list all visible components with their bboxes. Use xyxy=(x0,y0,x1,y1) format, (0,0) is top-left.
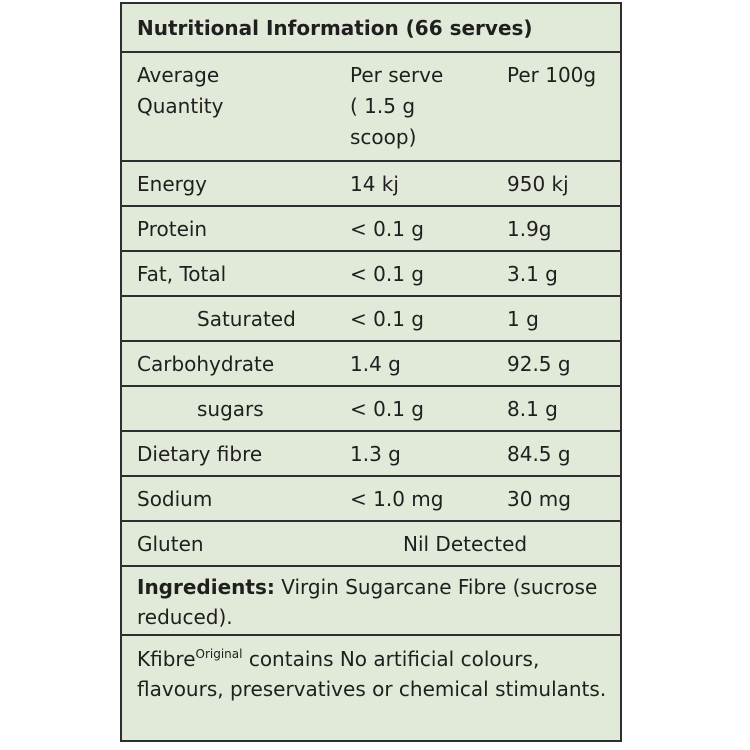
ingredients-label: Ingredients: xyxy=(137,575,275,599)
ingredients-text: Ingredients: Virgin Sugarcane Fibre (suc… xyxy=(137,572,608,632)
row-label: Saturated xyxy=(197,307,296,331)
row-label: Carbohydrate xyxy=(137,352,275,376)
ingredients-row: Ingredients: Virgin Sugarcane Fibre (suc… xyxy=(122,567,620,636)
row-per-serve: < 0.1 g xyxy=(350,307,424,331)
header-per-100g: Per 100g xyxy=(507,63,597,87)
row-per-100g: 1 g xyxy=(507,307,539,331)
row-label: sugars xyxy=(197,397,264,421)
ingredients-value: Virgin Sugarcane Fibre (sucrose reduced)… xyxy=(137,575,598,629)
header-serve-size: ( 1.5 g xyxy=(350,94,416,118)
row-per-100g: 950 kj xyxy=(507,172,569,196)
row-per-100g: 84.5 g xyxy=(507,442,571,466)
gluten-label: Gluten xyxy=(137,532,204,556)
nutrition-panel: Nutritional Information (66 serves) Aver… xyxy=(120,2,622,742)
panel-title: Nutritional Information (66 serves) xyxy=(137,16,533,40)
row-label: Protein xyxy=(137,217,208,241)
row-carbohydrate: Carbohydrate 1.4 g 92.5 g xyxy=(122,342,620,387)
row-label: Sodium xyxy=(137,487,213,511)
row-saturated: Saturated < 0.1 g 1 g xyxy=(122,297,620,342)
additives-note: KfibreOriginal contains No artificial co… xyxy=(137,644,608,704)
row-gluten: Gluten Nil Detected xyxy=(122,522,620,567)
row-per-100g: 8.1 g xyxy=(507,397,558,421)
title-row: Nutritional Information (66 serves) xyxy=(122,4,620,53)
row-per-100g: 1.9g xyxy=(507,217,552,241)
row-per-serve: < 0.1 g xyxy=(350,217,424,241)
row-label: Energy xyxy=(137,172,208,196)
row-per-100g: 3.1 g xyxy=(507,262,558,286)
row-label: Fat, Total xyxy=(137,262,227,286)
row-per-serve: < 0.1 g xyxy=(350,262,424,286)
row-protein: Protein < 0.1 g 1.9g xyxy=(122,207,620,252)
header-quantity: Quantity xyxy=(137,94,224,118)
brand-name: Kfibre xyxy=(137,647,196,671)
row-per-100g: 30 mg xyxy=(507,487,571,511)
row-per-serve: 1.3 g xyxy=(350,442,401,466)
note-text: contains No artificial colours, flavours… xyxy=(137,647,607,701)
header-per-serve: Per serve xyxy=(350,63,444,87)
row-per-serve: < 0.1 g xyxy=(350,397,424,421)
header-average: Average xyxy=(137,63,220,87)
row-energy: Energy 14 kj 950 kj xyxy=(122,162,620,207)
row-label: Dietary fibre xyxy=(137,442,263,466)
row-per-100g: 92.5 g xyxy=(507,352,571,376)
row-dietary-fibre: Dietary fibre 1.3 g 84.5 g xyxy=(122,432,620,477)
row-per-serve: 14 kj xyxy=(350,172,399,196)
row-sodium: Sodium < 1.0 mg 30 mg xyxy=(122,477,620,522)
header-scoop: scoop) xyxy=(350,125,417,149)
gluten-value: Nil Detected xyxy=(403,532,528,556)
row-per-serve: < 1.0 mg xyxy=(350,487,444,511)
row-fat-total: Fat, Total < 0.1 g 3.1 g xyxy=(122,252,620,297)
header-row: Average Quantity Per serve ( 1.5 g scoop… xyxy=(122,53,620,162)
row-per-serve: 1.4 g xyxy=(350,352,401,376)
brand-superscript: Original xyxy=(195,647,243,661)
row-sugars: sugars < 0.1 g 8.1 g xyxy=(122,387,620,432)
